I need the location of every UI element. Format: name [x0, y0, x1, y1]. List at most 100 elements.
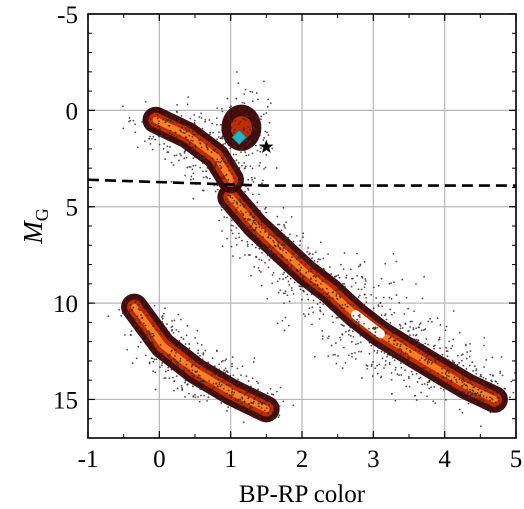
- scatter-point: [138, 328, 141, 331]
- scatter-point: [442, 389, 445, 391]
- scatter-point: [209, 131, 212, 134]
- scatter-point: [179, 152, 181, 155]
- scatter-point: [236, 367, 239, 370]
- scatter-point: [392, 252, 395, 255]
- scatter-point: [262, 246, 265, 249]
- scatter-point: [483, 336, 486, 339]
- scatter-point: [274, 233, 277, 236]
- scatter-point: [159, 332, 162, 335]
- scatter-point: [246, 243, 249, 246]
- scatter-point: [211, 122, 214, 125]
- scatter-point: [219, 393, 222, 396]
- scatter-point: [318, 266, 321, 269]
- scatter-point: [238, 391, 241, 393]
- scatter-point: [198, 374, 201, 377]
- scatter-point: [311, 257, 313, 260]
- scatter-point: [247, 109, 250, 111]
- scatter-point: [427, 359, 430, 361]
- scatter-point: [247, 146, 250, 149]
- scatter-point: [305, 271, 308, 274]
- scatter-point: [409, 351, 412, 353]
- scatter-point: [310, 293, 313, 296]
- scatter-point: [446, 381, 449, 384]
- scatter-point: [236, 71, 238, 73]
- scatter-point: [417, 339, 420, 342]
- scatter-point: [465, 367, 468, 370]
- scatter-point: [234, 218, 237, 221]
- scatter-point: [368, 352, 371, 355]
- scatter-point: [220, 399, 223, 402]
- scatter-point: [148, 331, 151, 334]
- scatter-point: [148, 333, 151, 336]
- scatter-point: [262, 113, 265, 116]
- scatter-point: [248, 392, 251, 394]
- scatter-point: [167, 118, 170, 121]
- scatter-point: [230, 229, 233, 232]
- scatter-point: [240, 196, 243, 199]
- scatter-point: [159, 366, 161, 369]
- scatter-point: [428, 381, 431, 383]
- scatter-point: [244, 211, 247, 214]
- scatter-point: [419, 322, 422, 325]
- scatter-point: [490, 379, 493, 382]
- scatter-point: [281, 319, 284, 322]
- scatter-point: [235, 216, 238, 219]
- scatter-point: [299, 285, 302, 288]
- scatter-point: [124, 301, 127, 304]
- scatter-point: [251, 223, 254, 225]
- scatter-point: [418, 323, 421, 326]
- scatter-point: [396, 373, 399, 375]
- scatter-point: [437, 372, 439, 375]
- scatter-point: [211, 357, 214, 360]
- scatter-point: [302, 275, 304, 278]
- scatter-point: [293, 281, 296, 284]
- scatter-point: [192, 178, 195, 180]
- scatter-point: [238, 257, 241, 259]
- scatter-point: [164, 121, 167, 124]
- scatter-point: [246, 389, 249, 391]
- scatter-point: [425, 338, 428, 340]
- scatter-point: [350, 340, 353, 343]
- scatter-point: [173, 319, 176, 322]
- scatter-point: [301, 253, 304, 255]
- scatter-point: [337, 354, 339, 357]
- scatter-point: [129, 303, 132, 306]
- scatter-point: [312, 275, 315, 278]
- scatter-point: [292, 404, 295, 407]
- scatter-point: [191, 374, 193, 377]
- scatter-point: [153, 358, 156, 361]
- scatter-point: [244, 119, 247, 122]
- scatter-point: [156, 114, 159, 116]
- scatter-point: [319, 271, 322, 273]
- scatter-point: [258, 164, 261, 167]
- scatter-point: [290, 216, 293, 218]
- scatter-point: [357, 350, 360, 353]
- scatter-point: [227, 389, 230, 392]
- scatter-point: [460, 359, 463, 362]
- scatter-point: [205, 160, 208, 163]
- scatter-point: [445, 325, 448, 328]
- scatter-point: [204, 118, 207, 121]
- scatter-point: [458, 408, 461, 411]
- scatter-point: [244, 228, 247, 230]
- scatter-point: [415, 399, 418, 401]
- scatter-point: [401, 327, 404, 329]
- scatter-point: [243, 162, 246, 164]
- scatter-point: [207, 361, 210, 364]
- scatter-point: [480, 425, 482, 428]
- scatter-point: [259, 239, 262, 242]
- scatter-point: [268, 252, 271, 255]
- scatter-point: [341, 289, 344, 292]
- scatter-point: [355, 299, 358, 301]
- scatter-point: [339, 304, 341, 307]
- scatter-point: [238, 149, 241, 152]
- scatter-point: [194, 149, 197, 152]
- scatter-point: [139, 321, 142, 324]
- scatter-point: [420, 329, 423, 332]
- scatter-point: [136, 315, 139, 318]
- scatter-point: [249, 107, 252, 110]
- scatter-point: [251, 208, 254, 210]
- scatter-point: [313, 263, 316, 266]
- scatter-point: [500, 391, 503, 394]
